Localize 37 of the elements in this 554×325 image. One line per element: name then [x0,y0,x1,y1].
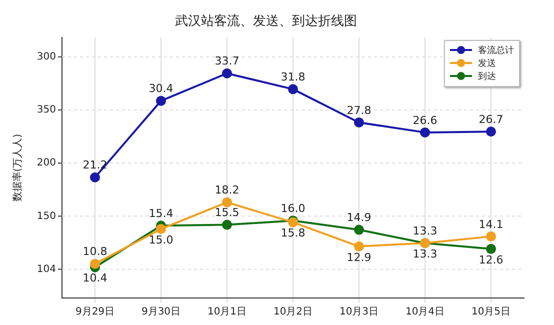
data-label: 31.8 [280,70,306,84]
data-label: 14.9 [346,211,372,224]
text: 200 [36,158,56,169]
text: 150 [36,210,56,222]
data-label: 12.6 [478,253,504,266]
x-tick-label: 9月30日 [141,306,181,318]
data-label: 14.1 [478,218,504,231]
data-label: 15.4 [148,206,174,220]
text: 104 [36,264,56,275]
data-label: 30.4 [148,82,174,96]
x-tick-label: 10月2日 [273,306,313,318]
data-label: 18.2 [214,184,240,197]
legend-label: 客流总计 [478,44,514,57]
x-tick-label: 10月5日 [471,306,511,318]
chart-title: 武汉站客流、发送、到达折线图 [175,13,357,30]
x-tick-label: 9月29日 [75,306,115,318]
data-label: 13.3 [412,247,438,260]
data-label: 10.8 [82,245,108,258]
legend-label: 发送 [478,58,496,70]
x-tick-label: 10月3日 [339,306,379,318]
text: 350 [36,104,56,116]
data-label: 10.4 [82,272,108,285]
data-label: 26.7 [478,112,504,126]
data-label: 15.0 [148,233,174,246]
data-label: 16.0 [280,202,306,215]
x-tick-label: 10月1日 [207,306,247,318]
data-label: 15.8 [280,226,306,240]
y-axis-title: 数据率(万人人) [12,134,24,202]
x-tick-label: 10月4日 [405,306,445,318]
data-label: 27.8 [346,104,372,117]
data-label: 12.9 [346,250,372,264]
data-label: 33.7 [214,54,240,68]
data-label: 26.6 [412,114,438,127]
text: 300 [36,51,56,62]
data-label: 13.3 [412,224,438,238]
legend-label: 到达 [478,70,496,83]
data-label: 15.5 [214,206,240,220]
